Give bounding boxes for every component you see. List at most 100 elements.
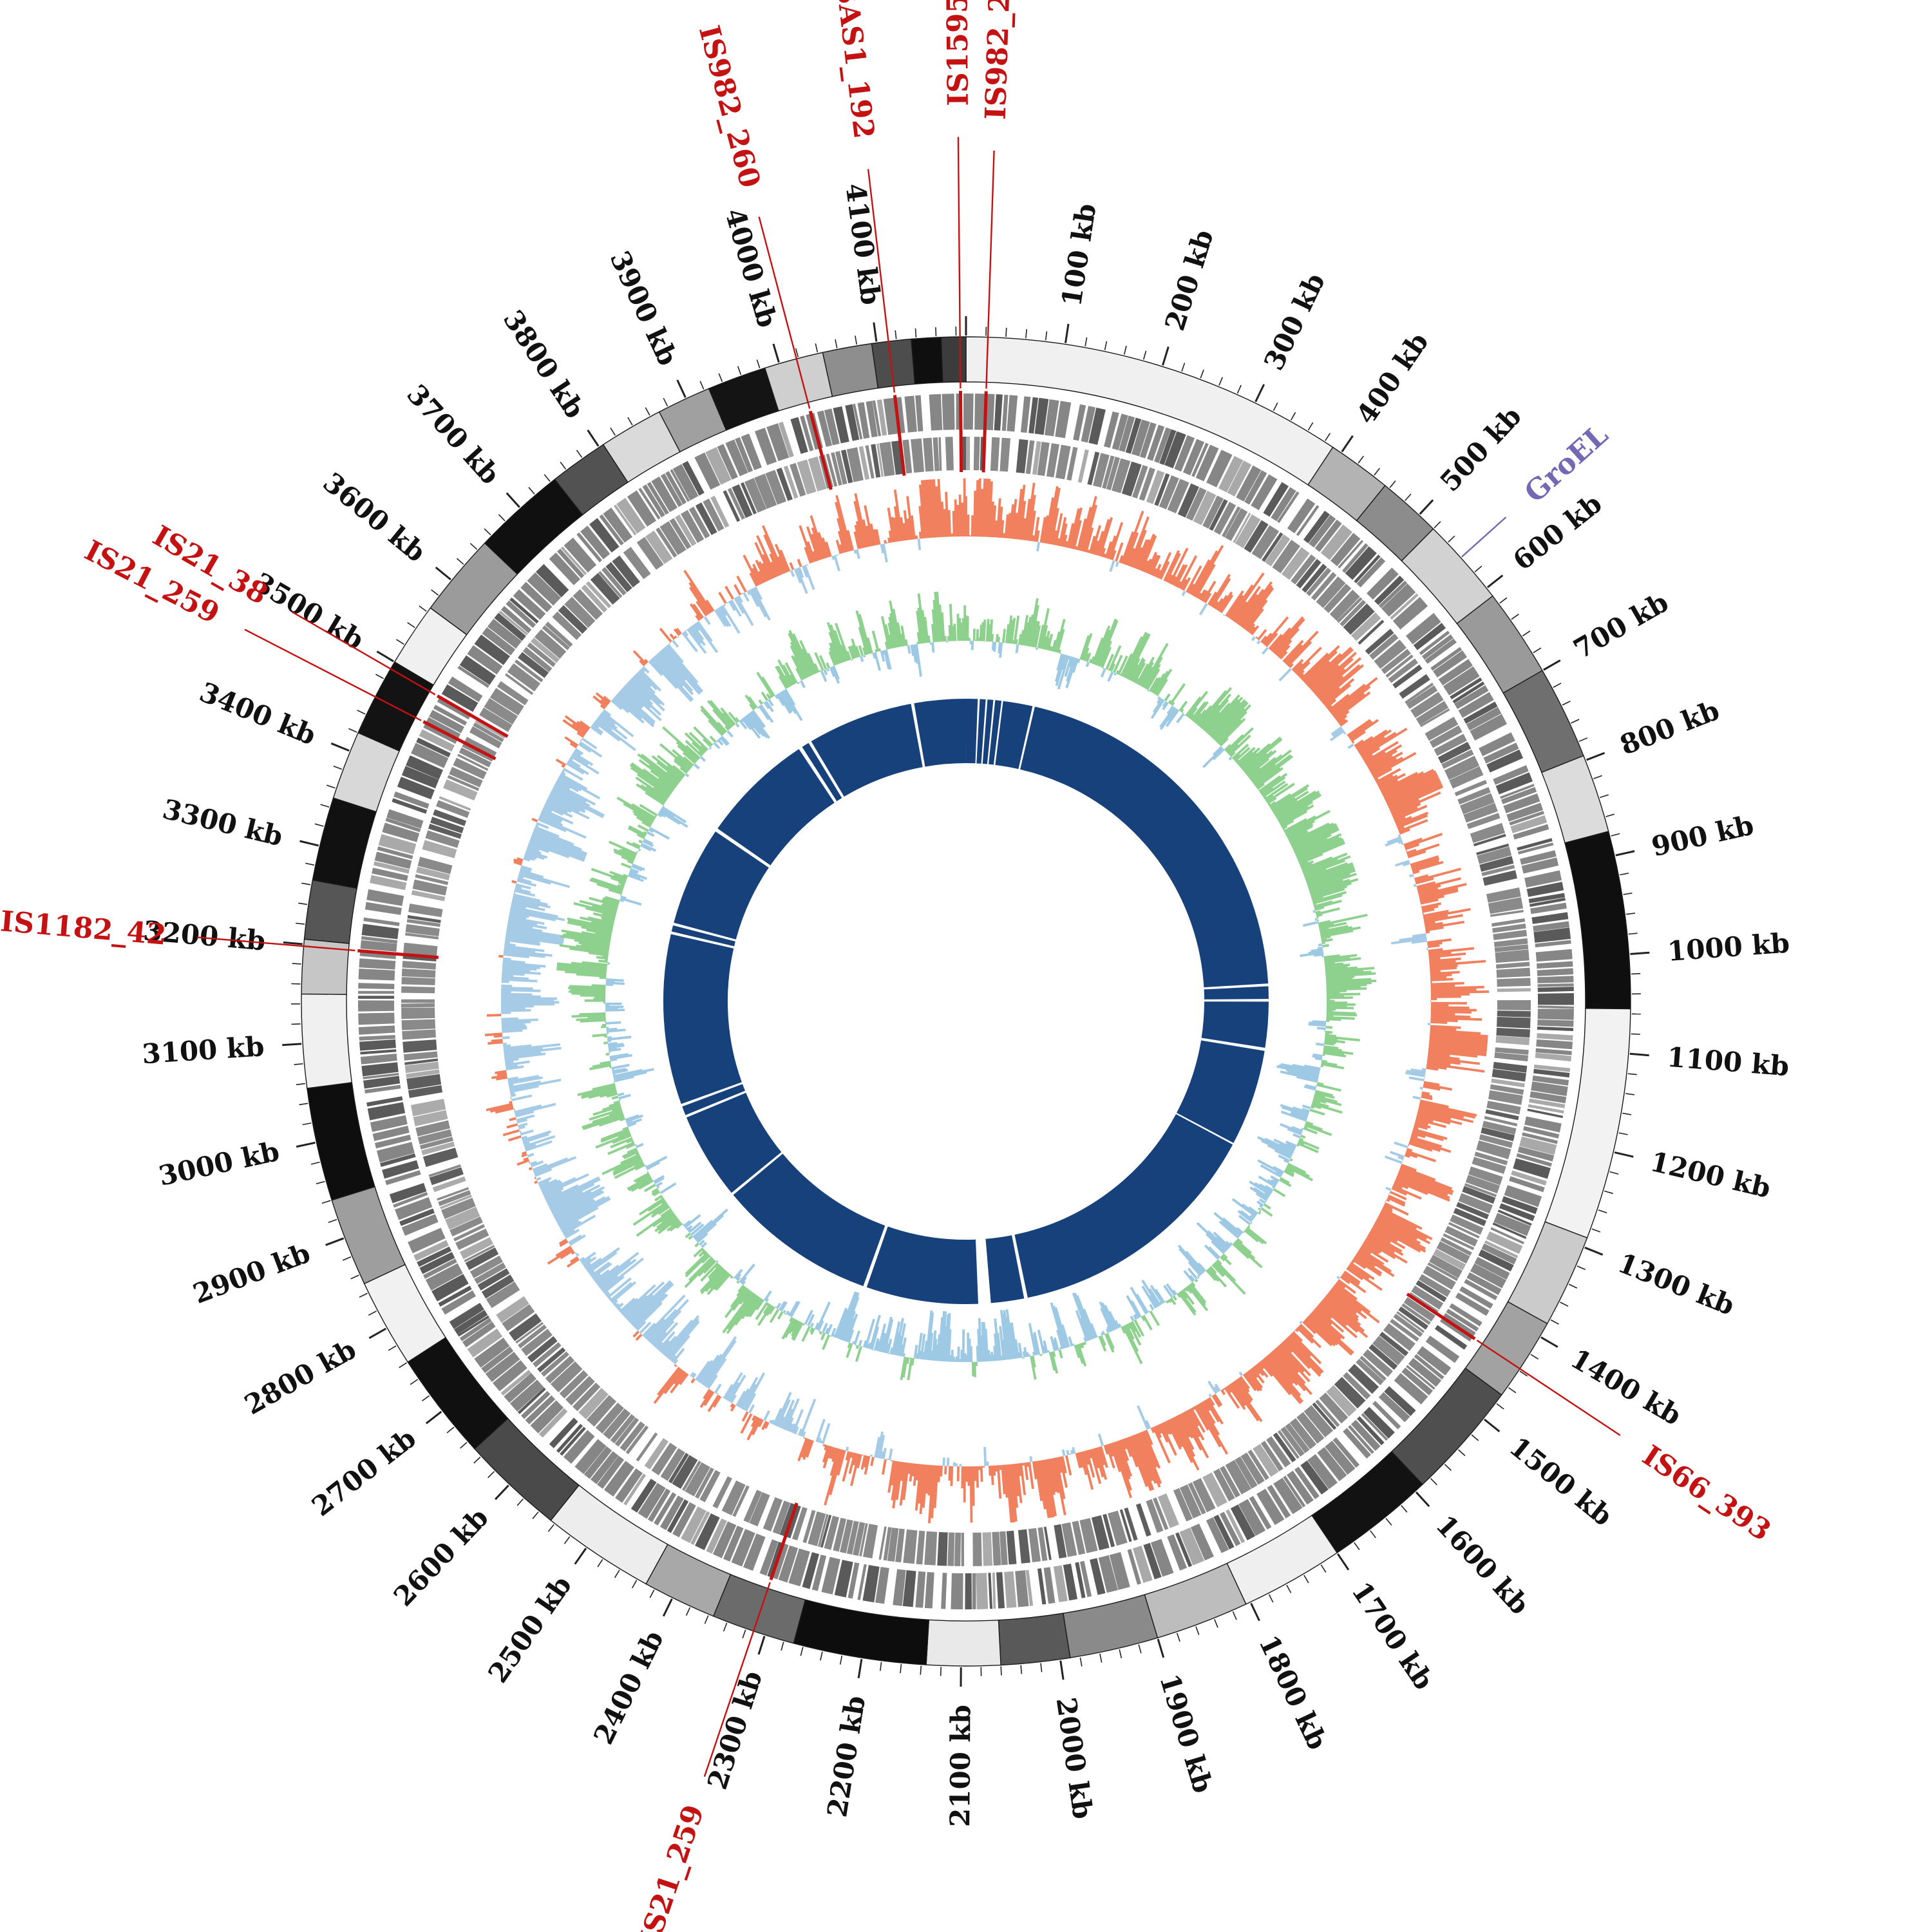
- skew-bar: [933, 1465, 939, 1508]
- skew-bar: [933, 479, 939, 538]
- gene-block: [419, 1252, 455, 1274]
- annotation-tick: [357, 949, 439, 960]
- gene-block: [441, 1197, 476, 1220]
- skew-bar: [1244, 1229, 1259, 1242]
- gene-block: [453, 757, 487, 780]
- skew-bar: [985, 478, 991, 537]
- skew-bar: [1206, 1269, 1217, 1282]
- skew-bar: [838, 1292, 858, 1340]
- gene-block: [808, 1511, 826, 1546]
- skew-bar: [1172, 1295, 1177, 1301]
- skew-bar: [1086, 652, 1092, 663]
- skew-bar: [1253, 755, 1294, 786]
- gene-block: [1393, 1313, 1423, 1338]
- skew-bar: [645, 785, 668, 802]
- skew-bar: [1216, 710, 1247, 744]
- skew-bar: [900, 625, 907, 647]
- gene-block: [1524, 1116, 1562, 1133]
- skew-bar: [789, 562, 795, 571]
- skew-bar: [672, 639, 679, 648]
- skew-bar: [1303, 1127, 1318, 1135]
- gene-block: [507, 663, 541, 692]
- skew-bar: [609, 840, 638, 856]
- skew-bar: [558, 775, 601, 800]
- gene-block: [1418, 1274, 1451, 1297]
- skew-bar: [878, 1332, 886, 1352]
- skew-bar: [994, 1465, 998, 1472]
- skew-bar: [1088, 658, 1093, 663]
- major-tick: [1059, 1660, 1065, 1680]
- skew-bar: [580, 916, 614, 927]
- skew-bar: [837, 1450, 846, 1476]
- minor-tick: [1290, 412, 1296, 421]
- gene-block: [1046, 443, 1059, 478]
- skew-bar: [1303, 1065, 1321, 1070]
- skew-bar: [985, 619, 990, 642]
- skew-bar: [975, 480, 980, 537]
- skew-bar: [864, 505, 875, 546]
- karyotype-segment: [911, 336, 943, 385]
- skew-bar: [1263, 1203, 1271, 1210]
- skew-bar: [519, 869, 544, 879]
- skew-bar: [1314, 1057, 1323, 1061]
- annotation-leader-line: [867, 169, 896, 393]
- gene-block: [656, 527, 677, 558]
- skew-bar: [1291, 659, 1304, 672]
- skew-bar: [611, 1281, 637, 1303]
- skew-bar: [579, 1256, 585, 1262]
- skew-bar: [502, 1027, 527, 1031]
- skew-bar: [1247, 1369, 1264, 1389]
- skew-bar: [658, 1217, 679, 1235]
- skew-bar: [741, 1411, 749, 1422]
- skew-bar: [788, 1319, 798, 1334]
- gene-block: [508, 1313, 542, 1341]
- gene-block: [1416, 701, 1449, 726]
- skew-bar: [945, 1312, 951, 1362]
- skew-bar: [489, 1104, 514, 1113]
- skew-bar: [824, 1327, 829, 1334]
- gene-block: [1112, 413, 1128, 451]
- gene-block: [581, 584, 608, 613]
- skew-bar: [749, 703, 755, 711]
- minor-tick: [301, 882, 311, 886]
- skew-bar: [688, 582, 711, 614]
- skew-bar: [1283, 1340, 1311, 1369]
- skew-bar: [1278, 1178, 1292, 1188]
- minor-tick: [1195, 1626, 1200, 1635]
- gene-block: [1167, 1534, 1188, 1571]
- skew-bar: [1311, 1105, 1315, 1109]
- gene-block: [1073, 404, 1086, 441]
- skew-bar: [730, 1404, 736, 1412]
- skew-bar: [515, 883, 531, 890]
- skew-bar: [1197, 1274, 1200, 1278]
- skew-bar: [606, 1028, 626, 1033]
- skew-bar: [501, 984, 513, 988]
- gene-block: [904, 395, 917, 433]
- skew-bar: [1056, 1329, 1064, 1350]
- skew-bar: [1242, 738, 1283, 772]
- skew-bar: [538, 1180, 550, 1187]
- skew-bar: [819, 1331, 823, 1335]
- skew-bar: [1324, 961, 1335, 965]
- skew-bar: [880, 650, 886, 662]
- annotation-leader-line: [957, 137, 961, 389]
- skew-bar: [515, 1103, 556, 1116]
- skew-bar: [895, 1461, 904, 1501]
- skew-bar: [1163, 550, 1180, 582]
- skew-bar: [1317, 946, 1323, 950]
- skew-bar: [587, 1251, 618, 1274]
- skew-bar: [661, 1200, 667, 1205]
- skew-bar: [1166, 705, 1175, 715]
- gene-block: [1354, 554, 1381, 583]
- skew-bar: [718, 737, 722, 741]
- skew-bar: [892, 1461, 902, 1509]
- gene-block: [1028, 1528, 1041, 1562]
- skew-bar: [1320, 935, 1331, 940]
- skew-bar: [1177, 1244, 1204, 1274]
- skew-bar: [1302, 1320, 1317, 1334]
- skew-bar: [1101, 547, 1106, 558]
- skew-bar: [1429, 964, 1458, 969]
- skew-bar: [1287, 824, 1313, 840]
- skew-bar: [1144, 1429, 1153, 1446]
- skew-bar: [632, 1331, 639, 1338]
